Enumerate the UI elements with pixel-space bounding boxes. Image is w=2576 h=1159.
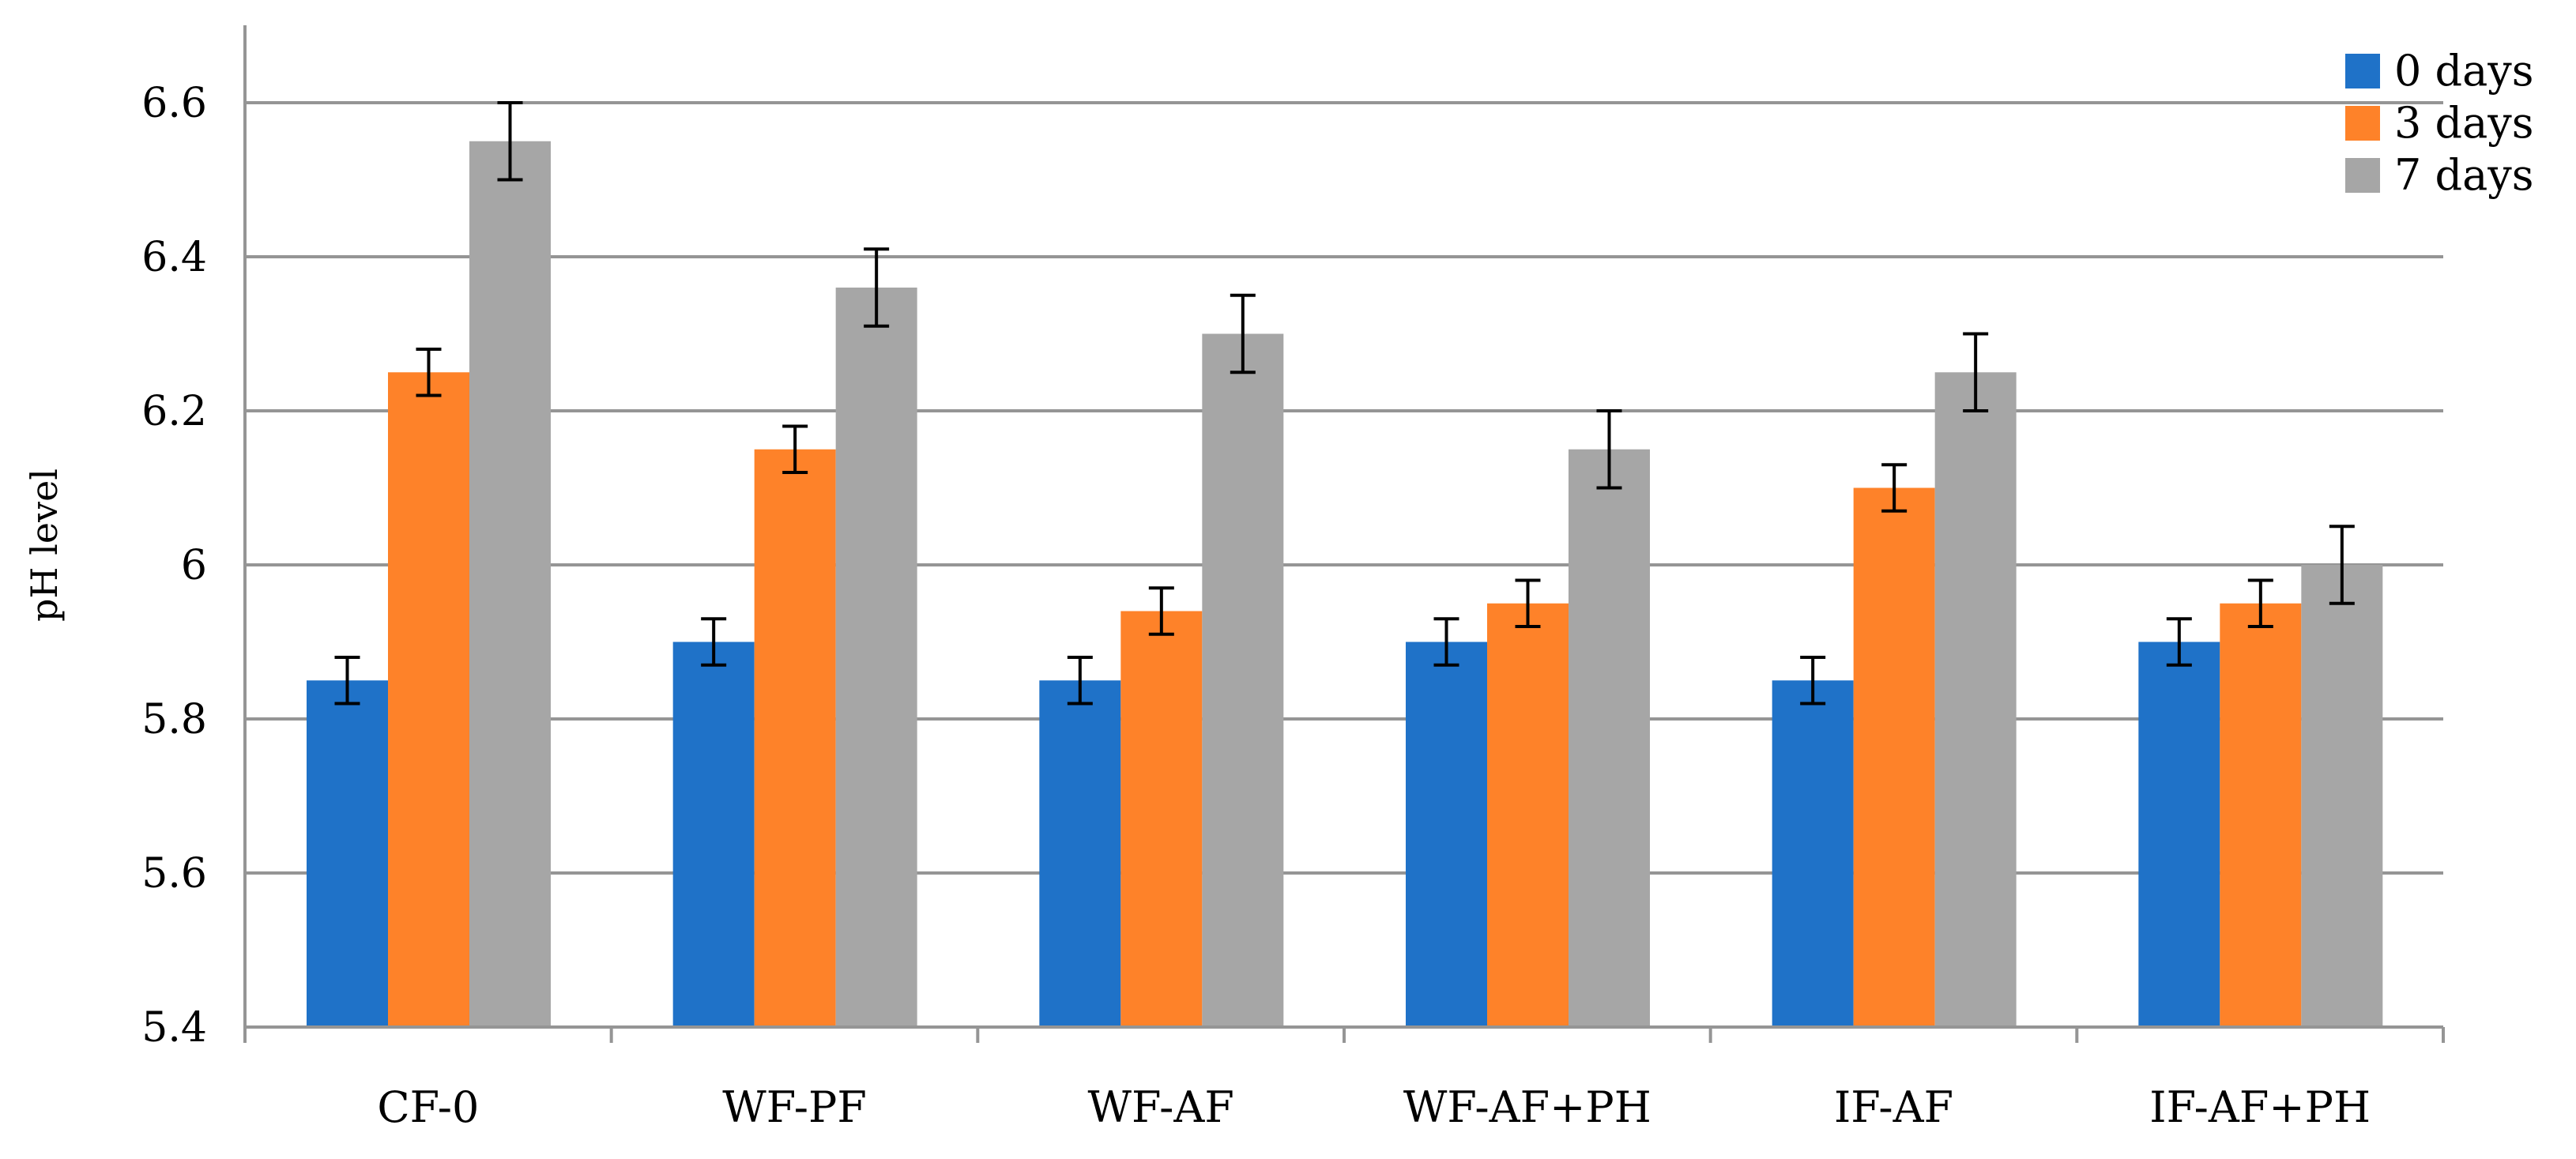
bar-0-days (1039, 680, 1121, 1027)
x-tick-label: WF-PF (722, 1082, 867, 1132)
error-bars (334, 101, 2355, 706)
y-tick-label: 6.6 (141, 80, 207, 127)
legend-swatch (2345, 158, 2380, 193)
x-tick-label: WF-AF+PH (1403, 1082, 1651, 1132)
bar-7-days (835, 288, 917, 1027)
x-tick-label: IF-AF+PH (2149, 1082, 2371, 1132)
legend-label: 3 days (2394, 98, 2534, 148)
bar-0-days (1406, 642, 1487, 1027)
x-tick-labels: CF-0 WF-PF WF-AF WF-AF+PH IF-AF IF-AF+PH (377, 1082, 2371, 1132)
y-tick-label: 6 (181, 542, 207, 589)
bar-3-days (2220, 603, 2302, 1027)
y-tick-label: 5.6 (141, 850, 207, 897)
x-tick-label: CF-0 (377, 1082, 479, 1132)
bar-7-days (1569, 449, 1650, 1027)
y-tick-label: 5.4 (141, 1004, 207, 1052)
bar-7-days (1934, 372, 2017, 1027)
bar-3-days (388, 372, 469, 1027)
y-tick-label: 6.2 (141, 388, 207, 435)
y-tick-label: 5.8 (141, 696, 207, 743)
legend-swatch (2345, 54, 2380, 88)
bar-7-days (2301, 565, 2383, 1027)
bar-3-days (1853, 487, 1935, 1027)
bar-0-days (307, 680, 388, 1027)
bar-3-days (1120, 611, 1203, 1027)
bar-7-days (1202, 333, 1284, 1027)
bar-0-days (2138, 642, 2220, 1027)
x-tick-label: IF-AF (1834, 1082, 1953, 1132)
y-axis-label: pH level (23, 468, 66, 622)
bar-3-days (754, 449, 836, 1027)
legend-swatch (2345, 106, 2380, 141)
x-tick-label: WF-AF (1088, 1082, 1234, 1132)
bars (307, 141, 2383, 1027)
bar-0-days (1772, 680, 1854, 1027)
y-tick-label: 6.4 (141, 234, 207, 281)
bar-0-days (672, 642, 755, 1027)
legend-label: 0 days (2394, 46, 2534, 96)
bar-3-days (1487, 603, 1569, 1027)
y-tick-labels: 5.4 5.6 5.8 6 6.2 6.4 6.6 (141, 80, 207, 1052)
gridlines (245, 101, 2443, 875)
axes (243, 25, 2445, 1043)
legend-label: 7 days (2394, 150, 2534, 200)
bar-7-days (469, 141, 551, 1027)
